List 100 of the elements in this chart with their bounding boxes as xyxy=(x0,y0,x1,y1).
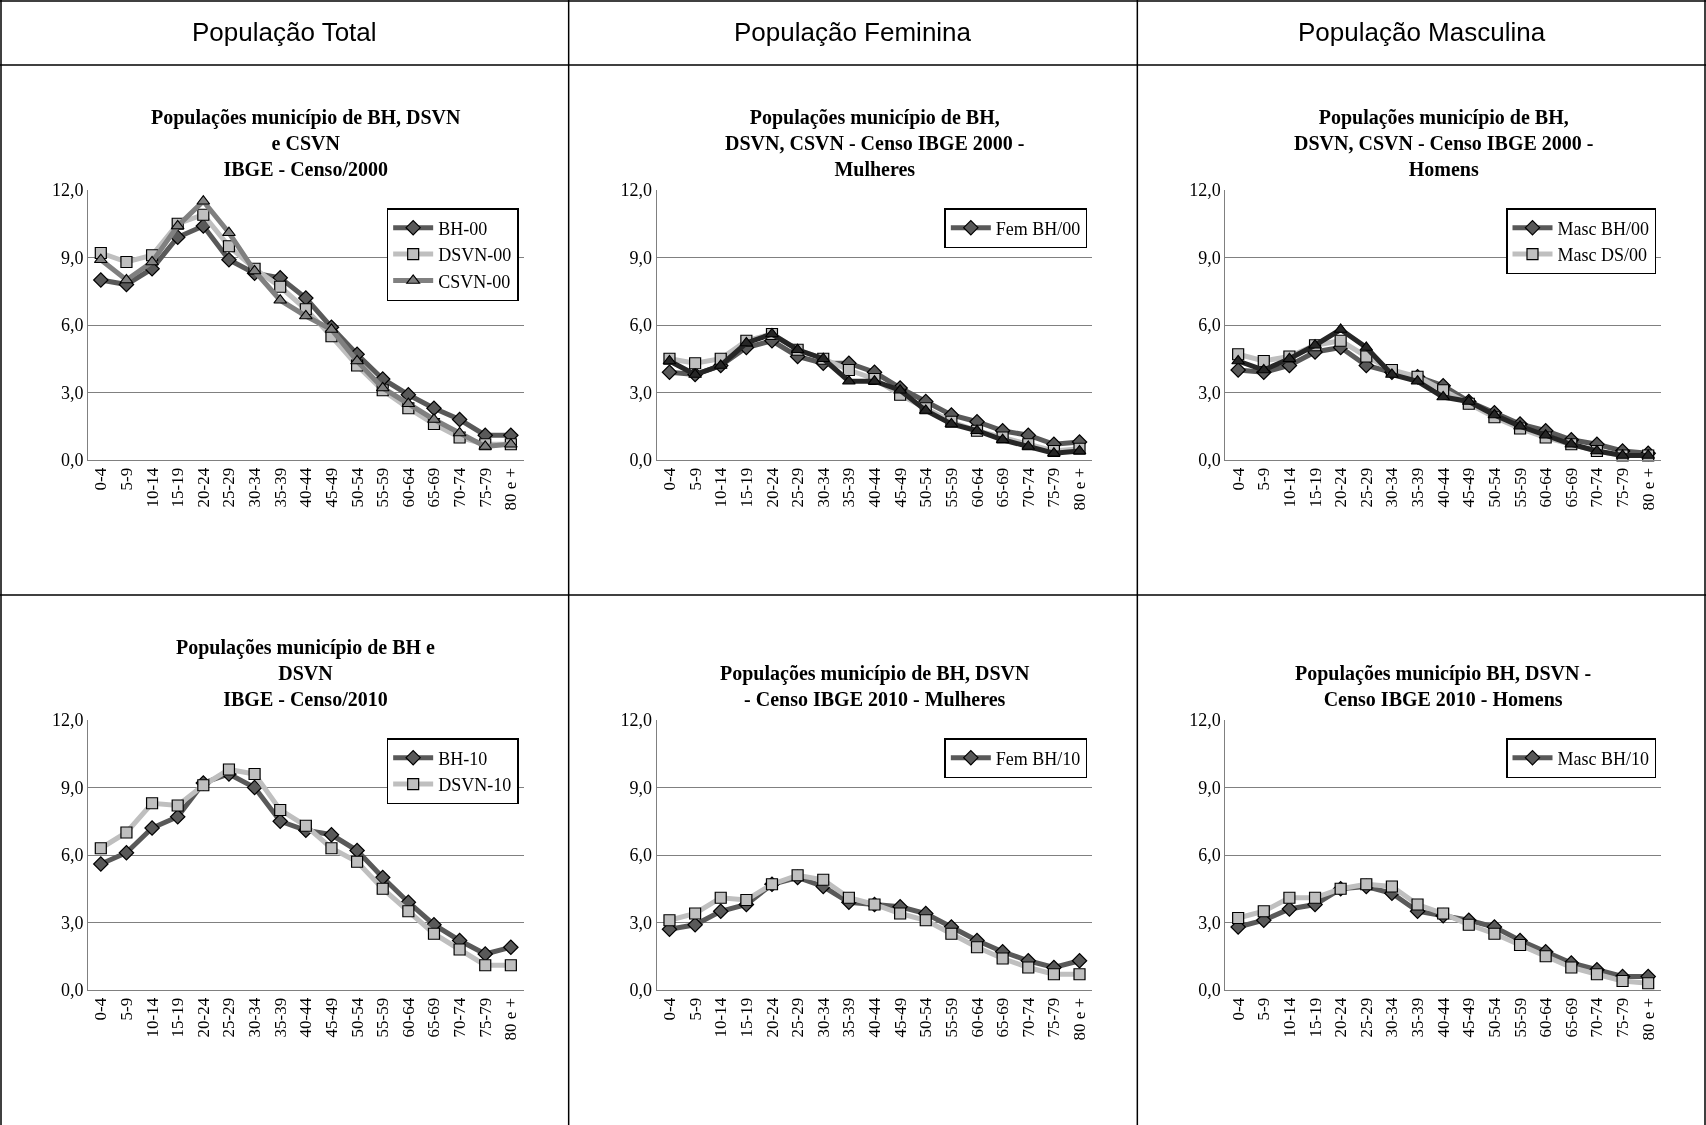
y-tick-label: 6,0 xyxy=(1198,845,1221,866)
x-tick-label: 20-24 xyxy=(193,467,213,508)
y-tick-label: 3,0 xyxy=(629,382,653,403)
x-tick-label: 70-74 xyxy=(450,467,470,508)
y-tick-label: 9,0 xyxy=(629,247,653,268)
x-tick-label: 45-49 xyxy=(1459,467,1479,508)
x-tick-label: 10-14 xyxy=(1279,997,1299,1038)
x-tick-label: 40-44 xyxy=(296,997,316,1038)
text: População Masculina xyxy=(1298,17,1546,47)
x-tick-label: 35-39 xyxy=(1408,997,1428,1038)
x-tick-label: 45-49 xyxy=(321,997,341,1038)
x-tick-label: 65-69 xyxy=(1561,467,1581,508)
x-tick-label: 60-64 xyxy=(967,997,987,1038)
x-tick-label: 25-29 xyxy=(219,997,239,1038)
x-tick-label: 5-9 xyxy=(1254,997,1274,1021)
y-tick-label: 9,0 xyxy=(629,777,653,798)
x-tick-label: 70-74 xyxy=(450,997,470,1038)
y-tick-label: 6,0 xyxy=(629,845,653,866)
y-tick-label: 6,0 xyxy=(1198,315,1221,336)
y-tick-label: 0,0 xyxy=(629,980,653,1001)
x-tick-label: 25-29 xyxy=(219,467,239,508)
y-tick-label: 12,0 xyxy=(1189,180,1221,201)
x-tick-label: 55-59 xyxy=(1510,467,1530,508)
x-tick-label: 0-4 xyxy=(91,467,111,491)
y-tick-label: 0,0 xyxy=(1198,980,1221,1001)
x-tick-label: 80 e + xyxy=(1070,467,1090,511)
x-tick-label: 75-79 xyxy=(1613,997,1633,1038)
x-tick-label: 30-34 xyxy=(245,467,265,508)
legend-label: Masc DS/00 xyxy=(1557,245,1647,266)
y-tick-label: 12,0 xyxy=(620,180,653,201)
legend-label: BH-10 xyxy=(438,748,488,769)
x-tick-label: 55-59 xyxy=(941,467,961,508)
x-tick-label: 10-14 xyxy=(1279,467,1299,508)
x-tick-label: 10-14 xyxy=(711,467,731,508)
legend-label: Masc BH/10 xyxy=(1557,748,1649,769)
x-tick-label: 5-9 xyxy=(685,467,705,491)
x-tick-label: 25-29 xyxy=(788,467,808,508)
x-tick-label: 10-14 xyxy=(142,997,162,1038)
legend-label: Masc BH/00 xyxy=(1557,218,1649,239)
y-tick-label: 9,0 xyxy=(60,247,84,268)
legend-label: DSVN-00 xyxy=(438,245,512,266)
x-tick-label: 20-24 xyxy=(1331,467,1351,508)
x-tick-label: 35-39 xyxy=(270,467,290,508)
x-tick-label: 55-59 xyxy=(373,997,393,1038)
x-tick-label: 40-44 xyxy=(865,997,885,1038)
chart-title: Populações município de BH, DSVN - Censo IBGE 2010 - Mulheres xyxy=(720,662,1031,710)
x-tick-label: 0-4 xyxy=(1228,997,1248,1021)
x-tick-label: 30-34 xyxy=(813,997,833,1038)
x-tick-label: 15-19 xyxy=(1305,997,1325,1038)
y-tick-label: 0,0 xyxy=(629,450,653,471)
x-tick-label: 55-59 xyxy=(373,467,393,508)
x-tick-label: 15-19 xyxy=(736,467,756,508)
x-tick-label: 75-79 xyxy=(475,467,495,508)
x-tick-label: 60-64 xyxy=(398,997,418,1038)
x-tick-label: 20-24 xyxy=(762,997,782,1038)
y-tick-label: 12,0 xyxy=(620,710,653,731)
x-tick-label: 20-24 xyxy=(762,467,782,508)
x-tick-label: 30-34 xyxy=(245,997,265,1038)
x-tick-label: 60-64 xyxy=(1536,997,1556,1038)
x-tick-label: 0-4 xyxy=(91,997,111,1021)
x-tick-label: 15-19 xyxy=(168,467,188,508)
x-tick-label: 25-29 xyxy=(1356,997,1376,1038)
x-tick-label: 65-69 xyxy=(993,467,1013,508)
x-tick-label: 50-54 xyxy=(347,997,367,1038)
y-tick-label: 9,0 xyxy=(1198,247,1221,268)
x-tick-label: 60-64 xyxy=(1536,467,1556,508)
x-tick-label: 35-39 xyxy=(839,467,859,508)
y-tick-label: 9,0 xyxy=(60,777,84,798)
y-tick-label: 6,0 xyxy=(60,845,84,866)
x-tick-label: 70-74 xyxy=(1587,467,1607,508)
x-tick-label: 15-19 xyxy=(736,997,756,1038)
x-tick-label: 35-39 xyxy=(270,997,290,1038)
y-tick-label: 6,0 xyxy=(60,315,84,336)
y-tick-label: 12,0 xyxy=(1189,710,1221,731)
x-tick-label: 30-34 xyxy=(1382,467,1402,508)
x-tick-label: 80 e + xyxy=(501,997,521,1041)
x-tick-label: 75-79 xyxy=(1044,467,1064,508)
x-tick-label: 45-49 xyxy=(890,467,910,508)
x-tick-label: 5-9 xyxy=(1254,467,1274,491)
x-tick-label: 50-54 xyxy=(916,467,936,508)
x-tick-label: 5-9 xyxy=(116,997,136,1021)
x-tick-label: 80 e + xyxy=(1638,997,1658,1041)
x-tick-label: 75-79 xyxy=(1613,467,1633,508)
y-tick-label: 6,0 xyxy=(629,315,653,336)
x-tick-label: 60-64 xyxy=(967,467,987,508)
x-tick-label: 45-49 xyxy=(890,997,910,1038)
chart-title: Populações município de BH, DSVN, CSVN - Censo IBGE 2000 - Homens xyxy=(1294,106,1594,180)
x-tick-label: 50-54 xyxy=(1484,997,1504,1038)
x-tick-label: 50-54 xyxy=(916,997,936,1038)
text: População Feminina xyxy=(734,17,972,47)
y-tick-label: 12,0 xyxy=(51,180,84,201)
x-tick-label: 65-69 xyxy=(424,997,444,1038)
x-tick-label: 70-74 xyxy=(1587,997,1607,1038)
x-tick-label: 5-9 xyxy=(685,997,705,1021)
x-tick-label: 80 e + xyxy=(501,467,521,511)
y-tick-label: 9,0 xyxy=(1198,777,1221,798)
x-tick-label: 20-24 xyxy=(193,997,213,1038)
x-tick-label: 40-44 xyxy=(296,467,316,508)
x-tick-label: 55-59 xyxy=(1510,997,1530,1038)
chart-title: Populações município de BH, DSVN e CSVN IBGE - Censo/2000 xyxy=(151,106,462,180)
